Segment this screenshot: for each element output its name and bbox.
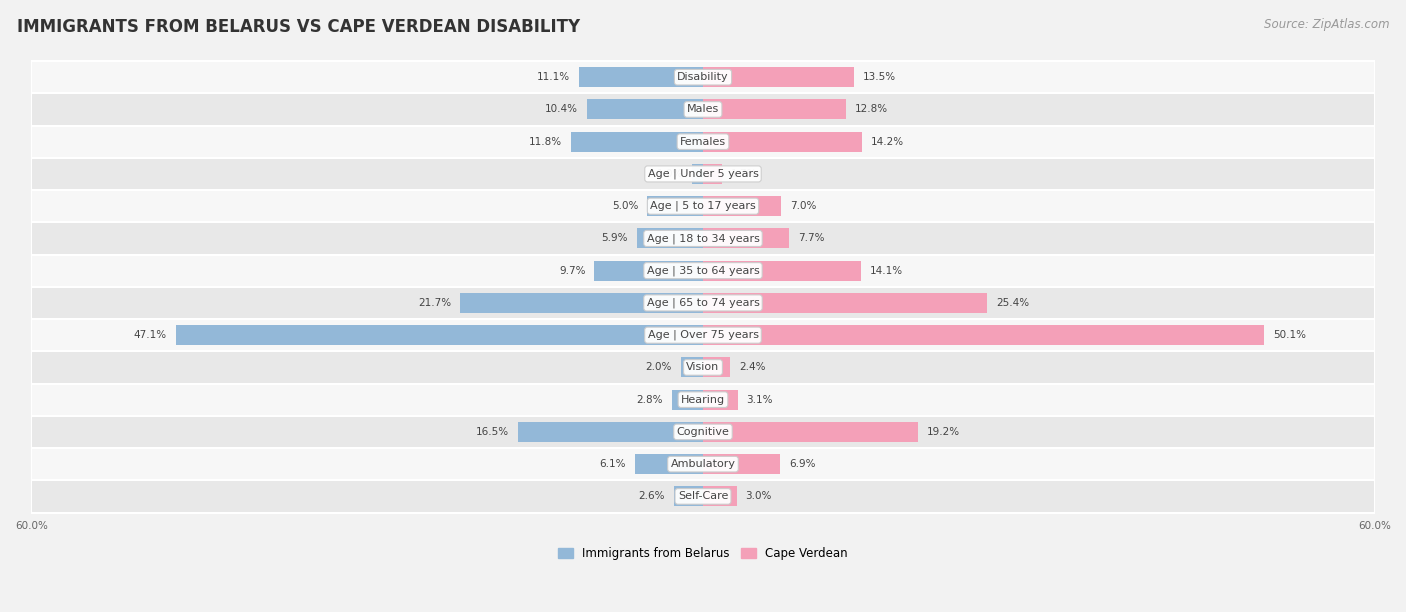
Text: Age | Under 5 years: Age | Under 5 years <box>648 169 758 179</box>
Bar <box>31 125 1375 158</box>
Text: 12.8%: 12.8% <box>855 105 889 114</box>
Text: Age | Over 75 years: Age | Over 75 years <box>648 330 758 340</box>
Text: Ambulatory: Ambulatory <box>671 459 735 469</box>
Bar <box>681 357 703 378</box>
Bar <box>176 325 703 345</box>
Bar <box>637 228 703 248</box>
Text: 25.4%: 25.4% <box>997 298 1029 308</box>
Bar <box>31 287 1375 319</box>
Text: 2.4%: 2.4% <box>738 362 765 373</box>
Text: 16.5%: 16.5% <box>477 427 509 437</box>
Text: 1.7%: 1.7% <box>731 169 758 179</box>
Bar <box>703 325 1264 345</box>
Bar <box>31 480 1375 512</box>
Text: 50.1%: 50.1% <box>1272 330 1306 340</box>
Bar <box>673 487 703 506</box>
Bar <box>703 261 860 281</box>
Text: 14.2%: 14.2% <box>870 136 904 147</box>
Bar <box>703 422 918 442</box>
Text: Males: Males <box>688 105 718 114</box>
Text: 2.8%: 2.8% <box>636 395 662 405</box>
Text: 3.0%: 3.0% <box>745 491 772 501</box>
Bar <box>703 228 789 248</box>
Bar <box>647 196 703 216</box>
Text: 6.1%: 6.1% <box>599 459 626 469</box>
Text: 13.5%: 13.5% <box>863 72 896 82</box>
Bar <box>692 164 703 184</box>
Text: 7.7%: 7.7% <box>799 233 825 244</box>
Text: Hearing: Hearing <box>681 395 725 405</box>
Bar <box>31 61 1375 93</box>
Bar <box>460 293 703 313</box>
Bar <box>703 293 987 313</box>
Text: Source: ZipAtlas.com: Source: ZipAtlas.com <box>1264 18 1389 31</box>
Bar <box>579 67 703 87</box>
Text: Vision: Vision <box>686 362 720 373</box>
Bar <box>31 351 1375 384</box>
Bar <box>31 416 1375 448</box>
Text: 1.0%: 1.0% <box>657 169 683 179</box>
Text: 47.1%: 47.1% <box>134 330 167 340</box>
Bar <box>586 99 703 119</box>
Text: 5.9%: 5.9% <box>602 233 628 244</box>
Bar <box>31 222 1375 255</box>
Text: 10.4%: 10.4% <box>544 105 578 114</box>
Bar <box>703 390 738 409</box>
Bar <box>31 319 1375 351</box>
Text: Disability: Disability <box>678 72 728 82</box>
Bar <box>595 261 703 281</box>
Text: 9.7%: 9.7% <box>560 266 585 275</box>
Bar <box>31 190 1375 222</box>
Text: 2.6%: 2.6% <box>638 491 665 501</box>
Bar <box>634 454 703 474</box>
Bar <box>703 454 780 474</box>
Text: Self-Care: Self-Care <box>678 491 728 501</box>
Bar <box>31 448 1375 480</box>
Bar <box>703 196 782 216</box>
Bar <box>31 255 1375 287</box>
Text: 14.1%: 14.1% <box>870 266 903 275</box>
Bar <box>703 132 862 152</box>
Text: 7.0%: 7.0% <box>790 201 817 211</box>
Text: 5.0%: 5.0% <box>612 201 638 211</box>
Text: 11.1%: 11.1% <box>537 72 569 82</box>
Legend: Immigrants from Belarus, Cape Verdean: Immigrants from Belarus, Cape Verdean <box>554 542 852 565</box>
Text: Age | 5 to 17 years: Age | 5 to 17 years <box>650 201 756 211</box>
Bar <box>31 158 1375 190</box>
Bar <box>703 99 846 119</box>
Bar <box>571 132 703 152</box>
Bar <box>672 390 703 409</box>
Text: IMMIGRANTS FROM BELARUS VS CAPE VERDEAN DISABILITY: IMMIGRANTS FROM BELARUS VS CAPE VERDEAN … <box>17 18 581 36</box>
Bar <box>703 487 737 506</box>
Text: 3.1%: 3.1% <box>747 395 773 405</box>
Text: Females: Females <box>681 136 725 147</box>
Bar <box>519 422 703 442</box>
Text: Age | 18 to 34 years: Age | 18 to 34 years <box>647 233 759 244</box>
Text: 11.8%: 11.8% <box>529 136 562 147</box>
Text: 6.9%: 6.9% <box>789 459 815 469</box>
Bar <box>703 357 730 378</box>
Text: Age | 35 to 64 years: Age | 35 to 64 years <box>647 266 759 276</box>
Text: 2.0%: 2.0% <box>645 362 672 373</box>
Bar <box>31 384 1375 416</box>
Text: Age | 65 to 74 years: Age | 65 to 74 years <box>647 297 759 308</box>
Bar <box>703 164 723 184</box>
Text: 21.7%: 21.7% <box>418 298 451 308</box>
Text: Cognitive: Cognitive <box>676 427 730 437</box>
Text: 19.2%: 19.2% <box>927 427 960 437</box>
Bar <box>31 93 1375 125</box>
Bar <box>703 67 853 87</box>
